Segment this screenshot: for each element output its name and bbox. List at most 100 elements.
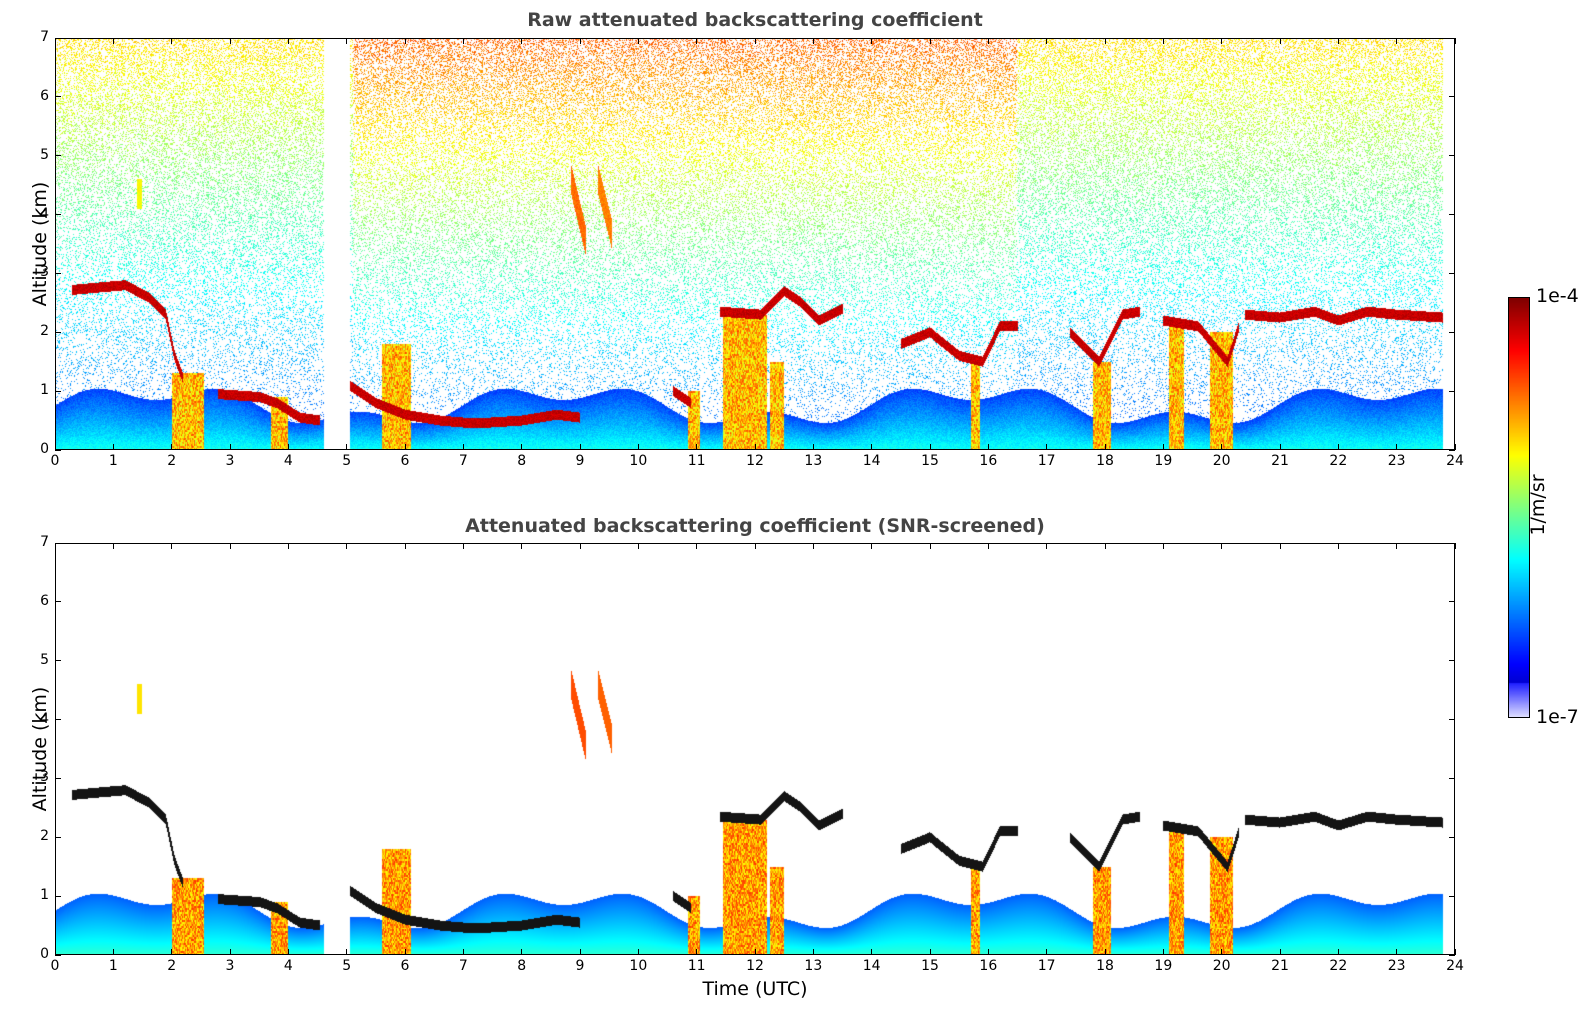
x-tick (346, 949, 348, 955)
x-tick (696, 949, 698, 955)
y-tick-label: 2 (40, 828, 49, 845)
x-tick (637, 949, 639, 955)
y-tick (1449, 660, 1455, 662)
x-tick-label: 0 (50, 958, 60, 974)
x-tick-label: 4 (283, 453, 293, 469)
y-tick (55, 719, 61, 721)
x-tick-label: 1 (108, 453, 118, 469)
x-tick (1454, 444, 1456, 450)
x-tick (521, 543, 523, 549)
x-tick-label: 24 (1446, 958, 1464, 974)
y-tick (1449, 272, 1455, 274)
x-tick (754, 444, 756, 450)
y-tick-label: 6 (40, 592, 49, 609)
x-tick (871, 444, 873, 450)
x-tick (229, 949, 231, 955)
x-tick (579, 949, 581, 955)
top-plot-area (55, 38, 1455, 450)
y-tick-label: 5 (40, 651, 49, 668)
y-tick-label: 5 (40, 146, 49, 163)
x-tick (54, 949, 56, 955)
bottom-y-axis-label: Altitude (km) (29, 686, 51, 812)
x-tick (1337, 949, 1339, 955)
y-tick-label: 7 (40, 534, 49, 550)
x-tick-label: 5 (342, 958, 352, 974)
x-tick (171, 543, 173, 549)
x-tick (1162, 949, 1164, 955)
y-tick (55, 542, 61, 544)
x-tick-label: 8 (517, 958, 527, 974)
x-tick (1396, 38, 1398, 44)
y-tick-label: 7 (40, 29, 49, 45)
x-tick (287, 543, 289, 549)
x-tick (696, 543, 698, 549)
y-tick (55, 331, 61, 333)
x-tick (696, 444, 698, 450)
x-tick (346, 543, 348, 549)
x-tick (754, 949, 756, 955)
x-tick-label: 16 (979, 958, 998, 974)
x-tick (404, 543, 406, 549)
x-tick (54, 38, 56, 44)
x-tick (1396, 444, 1398, 450)
x-tick-label: 17 (1037, 453, 1056, 469)
x-tick (987, 38, 989, 44)
y-tick (1449, 37, 1455, 39)
x-tick-label: 18 (1096, 453, 1114, 469)
x-tick-label: 24 (1446, 453, 1464, 469)
x-tick-label: 22 (1329, 453, 1348, 469)
x-tick-label: 6 (400, 958, 410, 974)
x-tick-label: 3 (225, 453, 235, 469)
y-tick (55, 895, 61, 897)
top-y-axis-label: Altitude (km) (29, 181, 51, 307)
y-tick (1449, 214, 1455, 216)
x-tick (462, 949, 464, 955)
x-tick (1046, 38, 1048, 44)
x-tick-label: 2 (167, 958, 177, 974)
x-tick-label: 2 (167, 453, 177, 469)
x-tick (1162, 543, 1164, 549)
x-tick-label: 7 (458, 453, 468, 469)
x-tick (1454, 38, 1456, 44)
bottom-plot-area (55, 543, 1455, 955)
y-tick (1449, 954, 1455, 956)
x-tick-label: 9 (575, 958, 585, 974)
x-tick-label: 20 (1212, 453, 1231, 469)
y-tick-label: 0 (40, 441, 49, 457)
y-tick (55, 214, 61, 216)
x-tick-label: 8 (517, 453, 527, 469)
x-tick (1162, 38, 1164, 44)
y-tick (1449, 895, 1455, 897)
x-tick-label: 0 (50, 453, 60, 469)
y-tick (55, 390, 61, 392)
x-tick-label: 12 (746, 453, 764, 469)
x-tick (1104, 949, 1106, 955)
x-tick (112, 543, 114, 549)
y-tick (1449, 331, 1455, 333)
x-tick-label: 14 (862, 453, 881, 469)
x-tick (54, 543, 56, 549)
y-tick (55, 96, 61, 98)
y-tick-label: 2 (40, 323, 49, 340)
x-tick (112, 949, 114, 955)
x-tick (987, 949, 989, 955)
bottom-heatmap (55, 543, 1455, 955)
y-tick-label: 4 (40, 710, 49, 727)
x-tick (929, 543, 931, 549)
x-tick (112, 444, 114, 450)
x-tick (287, 949, 289, 955)
x-tick (462, 38, 464, 44)
x-tick (754, 543, 756, 549)
x-tick (1104, 543, 1106, 549)
x-tick (1279, 543, 1281, 549)
x-tick-label: 13 (804, 958, 823, 974)
y-tick (1449, 390, 1455, 392)
bottom-x-axis-label: Time (UTC) (702, 978, 808, 1000)
colorbar-unit-label: 1/m/sr (1527, 474, 1549, 536)
x-tick (112, 38, 114, 44)
x-tick (579, 543, 581, 549)
x-tick (1046, 949, 1048, 955)
x-tick (1221, 38, 1223, 44)
y-tick (1449, 449, 1455, 451)
